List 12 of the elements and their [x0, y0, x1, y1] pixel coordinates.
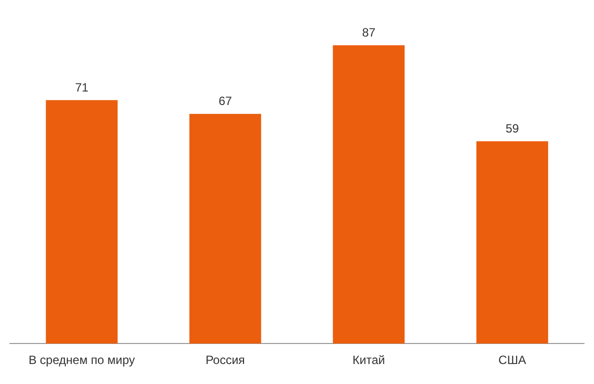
bar — [332, 45, 405, 344]
x-tick-label: Китай — [352, 353, 385, 368]
x-tick-label: В среднем по миру — [28, 353, 135, 368]
bar — [476, 141, 548, 344]
bar — [189, 114, 262, 344]
data-label: 87 — [362, 26, 376, 40]
bar — [46, 100, 118, 344]
data-label: 71 — [75, 80, 89, 94]
data-label: 59 — [506, 122, 520, 136]
x-tick-label: США — [498, 353, 526, 368]
data-label: 67 — [218, 94, 232, 108]
x-tick-label: Россия — [206, 353, 245, 368]
